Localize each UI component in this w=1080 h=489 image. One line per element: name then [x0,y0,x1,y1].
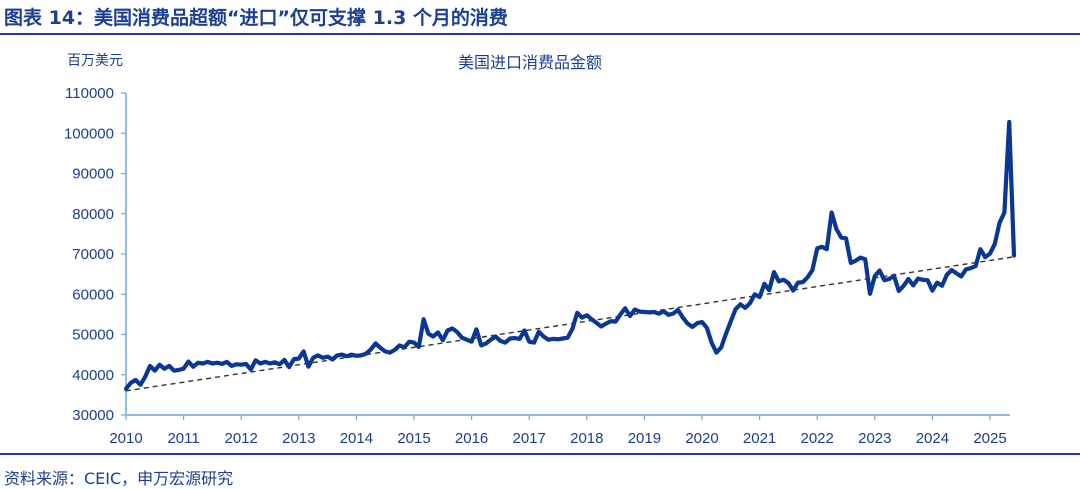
header-divider [0,33,1080,35]
x-tick-label: 2023 [858,430,891,447]
y-tick-label: 110000 [65,85,114,102]
y-tick-label: 30000 [72,407,114,424]
figure-title: 图表 14：美国消费品超额“进口”仅可支撑 1.3 个月的消费 [4,7,508,29]
x-tick-label: 2021 [743,430,776,447]
x-tick-label: 2022 [801,430,834,447]
y-tick-label: 50000 [72,327,114,344]
y-tick-label: 60000 [72,286,114,303]
x-tick-label: 2025 [973,430,1006,447]
x-tick-label: 2014 [340,430,373,447]
x-axis: 2010 2011 2012 2013 2014 2015 2016 2017 2018 2019… [109,414,1010,447]
y-tick-label: 80000 [72,206,114,223]
x-tick-label: 2012 [225,430,258,447]
x-tick-label: 2018 [570,430,603,447]
footer-divider [0,453,1080,455]
y-tick-label: 90000 [72,166,114,183]
x-tick-label: 2013 [282,430,315,447]
series-line [123,119,1017,391]
x-tick-label: 2017 [513,430,546,447]
y-tick-label: 100000 [64,125,114,142]
y-tick-label: 40000 [72,367,114,384]
x-tick-label: 2020 [685,430,718,447]
x-tick-label: 2019 [628,430,661,447]
x-tick-label: 2010 [109,430,142,447]
x-tick-label: 2016 [455,430,488,447]
x-tick-label: 2024 [916,430,949,447]
y-axis: 30000 40000 50000 60000 70000 80000 90000 10000… [64,85,127,424]
source-note: 资料来源：CEIC，申万宏源研究 [4,469,234,488]
x-tick-label: 2011 [167,430,199,447]
y-tick-label: 70000 [72,246,114,263]
chart-title: 美国进口消费品金额 [458,53,603,72]
x-tick-label: 2015 [397,430,430,447]
y-axis-unit-label: 百万美元 [67,53,123,69]
